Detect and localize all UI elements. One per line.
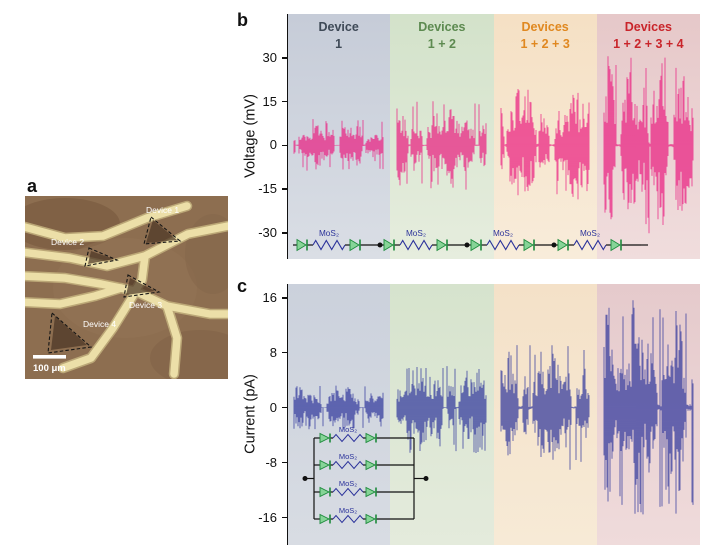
- tick-label: 0: [269, 399, 277, 415]
- band-header-4: Devices 1 + 2 + 3 + 4: [597, 19, 700, 52]
- mos2-label: MoS₂: [406, 229, 426, 238]
- device-4-label: Device 4: [83, 319, 116, 329]
- band-1: [287, 284, 391, 545]
- tick-label: -8: [265, 454, 277, 470]
- tick-mark: [282, 188, 287, 190]
- voltage-chart: Voltage (mV) 30 15 0 -15 -30 Device 1 Devices 1…: [242, 14, 700, 259]
- resistor-zigzag: [573, 239, 607, 251]
- diode-icon: [383, 238, 394, 252]
- band-header-3: Devices 1 + 2 + 3: [494, 19, 597, 52]
- band-header-2: Devices 1 + 2: [390, 19, 493, 52]
- voltage-axis-line: [287, 14, 289, 259]
- tick-label: 16: [262, 289, 277, 305]
- band-header-line2: 1 + 2 + 3: [520, 36, 570, 51]
- series-circuit-svg: MoS₂ MoS₂ MoS₂ MoS₂: [293, 229, 648, 252]
- current-chart: Current (pA) 16 8 0 -8 -16: [242, 284, 700, 545]
- band-header-line2: 1: [335, 36, 343, 51]
- diode-icon: [470, 238, 481, 252]
- resistor-zigzag: [312, 239, 346, 251]
- current-axis-line: [287, 284, 289, 545]
- diode-icon: [349, 238, 360, 252]
- tick-label: -15: [258, 181, 277, 196]
- device-2-label: Device 2: [51, 237, 84, 247]
- resistor-zigzag: [332, 514, 364, 524]
- micrograph-photo: Device 1 Device 2 Device 3 Device 4 100 …: [10, 196, 250, 386]
- voltage-axis-ticks: 30 15 0 -15 -30: [244, 14, 287, 259]
- micrograph-svg: Device 1 Device 2 Device 3 Device 4 100 …: [10, 196, 250, 386]
- diode-icon: [557, 238, 568, 252]
- parallel-circuit-diagram: MoS₂ MoS₂ MoS₂ MoS₂: [300, 424, 432, 536]
- tick-mark: [282, 232, 287, 234]
- band-header-line2: 1 + 2: [427, 36, 456, 51]
- mos2-label: MoS₂: [580, 229, 600, 238]
- gold-electrodes: [17, 202, 232, 378]
- parallel-circuit-svg: MoS₂ MoS₂ MoS₂ MoS₂: [302, 425, 429, 525]
- voltage-axis-label: Voltage (mV): [242, 94, 259, 178]
- diode-icon: [365, 432, 377, 444]
- band-header-line1: Device: [318, 20, 359, 34]
- resistor-zigzag: [486, 239, 520, 251]
- voltage-plot-area: Device 1 Devices 1 + 2 Devices 1 + 2 + 3 Devic…: [287, 14, 700, 259]
- resistor-zigzag: [332, 487, 364, 497]
- tick-mark: [282, 100, 287, 103]
- device-outline-triangles: [47, 216, 182, 354]
- band-header-line1: Devices: [521, 20, 569, 34]
- tick-mark: [282, 406, 287, 409]
- current-axis-ticks: 16 8 0 -8 -16: [244, 284, 287, 545]
- band-1: Device 1: [287, 14, 391, 259]
- diode-icon: [523, 238, 534, 252]
- panel-b-label: b: [237, 10, 248, 30]
- current-waveform: [293, 300, 694, 515]
- diode-icon: [436, 238, 447, 252]
- mos2-label: MoS₂: [339, 506, 357, 515]
- tick-label: 15: [262, 93, 277, 109]
- device-1-label: Device 1: [146, 205, 179, 215]
- current-axis-label: Current (pA): [242, 374, 259, 454]
- mos2-label: MoS₂: [319, 229, 339, 238]
- tick-mark: [282, 144, 287, 147]
- band-header-line1: Devices: [624, 20, 672, 34]
- diode-icon: [365, 459, 377, 471]
- mos2-label: MoS₂: [339, 479, 357, 488]
- tick-mark: [282, 297, 287, 299]
- terminal-dot: [302, 476, 308, 481]
- scale-bar-label: 100 μm: [33, 363, 66, 374]
- panel-a-label: a: [27, 176, 38, 196]
- diode-icon: [319, 459, 331, 471]
- diode-icon: [296, 238, 307, 252]
- tick-mark: [282, 461, 287, 464]
- band-header-line1: Devices: [418, 20, 466, 34]
- mos2-label: MoS₂: [339, 452, 357, 461]
- diode-icon: [365, 486, 377, 498]
- tick-label: 0: [269, 137, 277, 153]
- tick-label: 30: [262, 49, 277, 65]
- current-plot-area: [287, 284, 700, 545]
- band-header-1: Device 1: [287, 19, 390, 52]
- series-circuit-diagram: MoS₂ MoS₂ MoS₂ MoS₂: [293, 227, 648, 257]
- device-3-label: Device 3: [129, 300, 162, 310]
- diode-icon: [365, 513, 377, 525]
- terminal-dot: [423, 476, 429, 481]
- resistor-zigzag: [399, 239, 433, 251]
- mos2-flakes: [51, 220, 177, 350]
- mos2-label: MoS₂: [493, 229, 513, 238]
- tick-label: 8: [269, 344, 277, 360]
- resistor-zigzag: [332, 460, 364, 470]
- mos2-label: MoS₂: [339, 425, 357, 434]
- tick-mark: [282, 516, 287, 519]
- tick-label: -16: [258, 509, 277, 525]
- diode-icon: [319, 432, 331, 444]
- diode-icon: [319, 513, 331, 525]
- diode-icon: [319, 486, 331, 498]
- diode-icon: [610, 238, 621, 252]
- voltage-waveform: [293, 56, 694, 234]
- resistor-zigzag: [332, 433, 364, 443]
- scale-bar: [33, 355, 66, 359]
- panel-c-label: c: [237, 276, 248, 296]
- band-header-line2: 1 + 2 + 3 + 4: [613, 36, 684, 51]
- tick-mark: [282, 351, 287, 354]
- tick-label: -30: [258, 224, 277, 240]
- tick-mark: [282, 57, 287, 59]
